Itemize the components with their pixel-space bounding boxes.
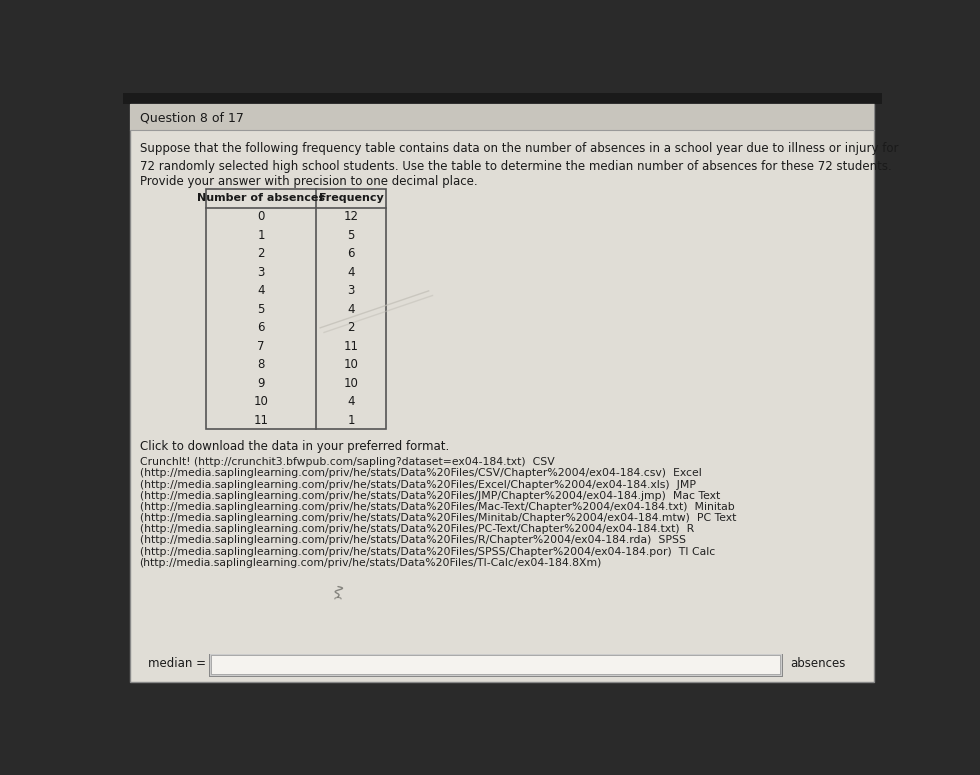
Text: Suppose that the following frequency table contains data on the number of absenc: Suppose that the following frequency tab… (139, 143, 898, 174)
Text: 6: 6 (347, 247, 355, 260)
Text: 11: 11 (254, 414, 269, 427)
Text: 5: 5 (348, 229, 355, 242)
Text: 1: 1 (258, 229, 265, 242)
Text: 11: 11 (344, 339, 359, 353)
Text: 10: 10 (344, 377, 359, 390)
Text: 6: 6 (258, 322, 265, 334)
Text: 4: 4 (258, 284, 265, 298)
Text: (http://media.saplinglearning.com/priv/he/stats/Data%20Files/Minitab/Chapter%200: (http://media.saplinglearning.com/priv/h… (139, 513, 736, 523)
Text: 1: 1 (347, 414, 355, 427)
Bar (212, 656, 780, 674)
Text: (http://media.saplinglearning.com/priv/he/stats/Data%20Files/SPSS/Chapter%2004/e: (http://media.saplinglearning.com/priv/h… (139, 546, 714, 556)
Text: 2: 2 (258, 247, 265, 260)
Text: absences: absences (791, 657, 846, 670)
Bar (210, 653, 783, 677)
Text: 0: 0 (258, 211, 265, 223)
Text: 4: 4 (347, 303, 355, 316)
Text: 10: 10 (344, 358, 359, 371)
Text: 4: 4 (347, 266, 355, 279)
Text: Click to download the data in your preferred format.: Click to download the data in your prefe… (139, 440, 449, 453)
Text: 2: 2 (347, 322, 355, 334)
Text: (http://media.saplinglearning.com/priv/he/stats/Data%20Files/CSV/Chapter%2004/ex: (http://media.saplinglearning.com/priv/h… (139, 468, 702, 478)
Text: 4: 4 (347, 395, 355, 408)
Bar (211, 655, 781, 675)
Text: Number of absences: Number of absences (197, 194, 325, 204)
Text: Provide your answer with precision to one decimal place.: Provide your answer with precision to on… (139, 175, 477, 188)
Text: (http://media.saplinglearning.com/priv/he/stats/Data%20Files/PC-Text/Chapter%200: (http://media.saplinglearning.com/priv/h… (139, 524, 694, 534)
Text: 12: 12 (344, 211, 359, 223)
Bar (210, 654, 782, 676)
Text: 10: 10 (254, 395, 269, 408)
Text: Question 8 of 17: Question 8 of 17 (139, 111, 243, 124)
Text: 3: 3 (348, 284, 355, 298)
Text: (http://media.saplinglearning.com/priv/he/stats/Data%20Files/Excel/Chapter%2004/: (http://media.saplinglearning.com/priv/h… (139, 480, 696, 490)
Text: (http://media.saplinglearning.com/priv/he/stats/Data%20Files/Mac-Text/Chapter%20: (http://media.saplinglearning.com/priv/h… (139, 502, 734, 512)
Text: median =: median = (148, 657, 206, 670)
Bar (206, 189, 386, 429)
Bar (122, 93, 882, 104)
Bar (130, 104, 874, 130)
Text: 8: 8 (258, 358, 265, 371)
Text: CrunchIt! (http://crunchit3.bfwpub.com/sapling?dataset=ex04-184.txt)  CSV: CrunchIt! (http://crunchit3.bfwpub.com/s… (139, 457, 555, 467)
Text: 9: 9 (258, 377, 265, 390)
Text: 7: 7 (258, 339, 265, 353)
Text: 3: 3 (258, 266, 265, 279)
Text: (http://media.saplinglearning.com/priv/he/stats/Data%20Files/R/Chapter%2004/ex04: (http://media.saplinglearning.com/priv/h… (139, 536, 686, 546)
Text: (http://media.saplinglearning.com/priv/he/stats/Data%20Files/TI-Calc/ex04-184.8X: (http://media.saplinglearning.com/priv/h… (139, 558, 602, 568)
Text: (http://media.saplinglearning.com/priv/he/stats/Data%20Files/JMP/Chapter%2004/ex: (http://media.saplinglearning.com/priv/h… (139, 491, 719, 501)
Text: Frequency: Frequency (318, 194, 383, 204)
Text: 5: 5 (258, 303, 265, 316)
